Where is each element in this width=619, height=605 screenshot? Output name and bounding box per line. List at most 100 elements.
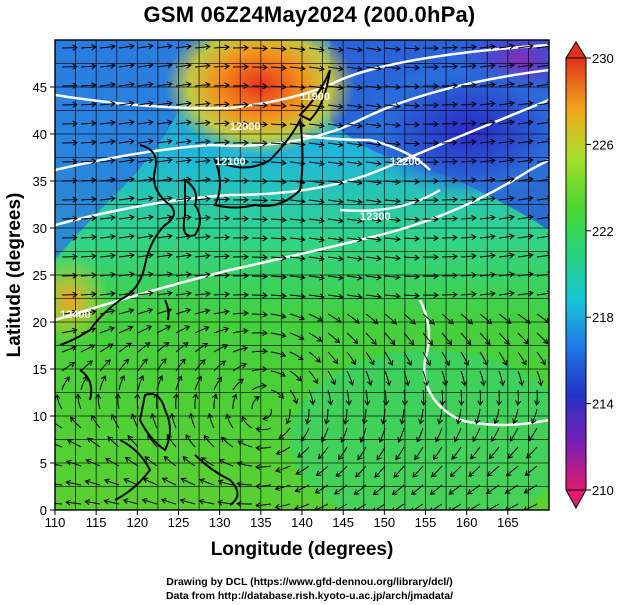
x-tick-label: 130 [209,515,231,530]
streamline-arrowhead [278,433,285,439]
streamline-arrowhead [395,293,401,300]
streamline-arrowhead [333,489,340,495]
streamline [398,427,405,443]
streamline [256,427,272,431]
streamline-arrowhead [416,436,422,443]
streamline-arrowhead [412,472,418,478]
streamline-arrowhead [224,139,230,146]
streamline [80,122,97,125]
streamline-arrowhead [129,62,135,69]
streamline [137,140,153,144]
streamline-arrowhead [126,342,133,349]
streamline-arrowhead [446,339,453,346]
streamline [289,370,302,382]
streamline-arrowhead [376,122,382,129]
streamline-arrowhead [423,380,430,387]
streamline [441,160,458,163]
streamline [498,140,514,144]
streamline-arrowhead [167,290,173,297]
streamline-arrowhead [395,103,401,110]
streamline [346,199,362,203]
streamline-arrowhead [442,380,449,387]
streamline [251,275,268,277]
streamline [213,394,217,409]
streamline [363,408,367,424]
streamline [460,46,476,49]
streamline [289,199,305,203]
streamline [61,346,77,353]
streamline [194,141,210,144]
streamline [194,179,210,182]
streamline-arrowhead [376,65,382,72]
streamline-arrowhead [410,489,417,496]
colorbar-tick-label: 222 [592,224,614,239]
streamline-arrowhead [180,477,187,484]
streamline [498,83,514,87]
streamline-arrowhead [69,361,76,368]
streamline [289,275,305,279]
streamline-arrowhead [433,159,439,166]
streamline-arrowhead [205,252,211,259]
streamline-arrowhead [338,46,344,53]
streamline-arrowhead [224,158,230,165]
streamline [401,408,405,424]
streamline-arrowhead [243,63,249,70]
streamline-arrowhead [91,139,97,146]
streamline [479,121,495,125]
streamline-arrowhead [148,195,154,202]
map-title: GSM 06Z24May2024 (200.0hPa) [143,2,476,27]
streamline-arrowhead [372,489,379,496]
streamline [403,142,420,145]
streamline [327,142,343,146]
streamline [403,218,420,221]
streamline [507,446,519,459]
streamline-arrowhead [167,271,173,278]
streamline-arrowhead [255,445,261,452]
streamline [441,313,454,325]
streamline [237,483,253,486]
streamline-arrowhead [148,252,154,259]
streamline-arrowhead [369,359,375,366]
streamline [251,123,268,125]
streamline-arrowhead [176,375,183,382]
streamline-arrowhead [468,471,475,477]
streamline [346,104,362,108]
streamline [376,446,386,460]
streamline [194,160,210,163]
streamline [498,370,504,386]
streamline [441,351,450,366]
colorbar-tick-label: 214 [592,397,614,412]
streamline-arrowhead [490,252,496,259]
streamline-arrowhead [173,393,179,399]
streamline-arrowhead [72,177,78,184]
streamline [468,465,481,477]
streamline [479,178,495,182]
streamline [460,313,473,325]
streamline [105,458,120,467]
streamline-arrowhead [317,453,324,460]
streamline [346,351,356,365]
streamline-arrowhead [110,233,116,240]
streamline [278,427,291,439]
streamline-arrowhead [414,83,420,90]
streamline [498,332,510,345]
streamline [80,293,97,296]
streamline-arrowhead [238,378,244,384]
streamline-arrowhead [231,393,238,400]
streamline-arrowhead [448,318,454,325]
streamline-arrowhead [281,216,287,223]
streamline [85,480,101,486]
streamline [55,443,63,448]
streamline [99,359,111,372]
streamline-arrowhead [262,292,268,299]
streamline-arrowhead [509,435,516,442]
streamline-arrowhead [338,217,344,224]
streamline-arrowhead [255,426,262,433]
streamline-arrowhead [55,394,61,400]
streamline [403,123,420,126]
streamline-arrowhead [471,234,477,241]
streamline [226,414,234,429]
streamline [213,328,229,334]
streamline-arrowhead [262,45,268,52]
streamline-arrowhead [433,45,439,52]
